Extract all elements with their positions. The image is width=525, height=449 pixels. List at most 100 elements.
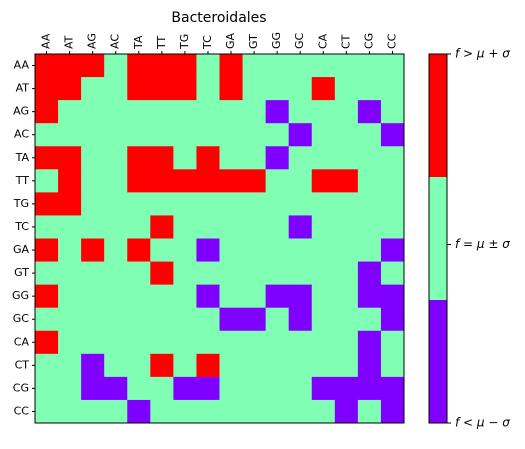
- heatmap-cell-GA-GC: [288, 238, 313, 262]
- heatmap-cell-GT-CA: [311, 261, 336, 286]
- heatmap-cell-TT-TG: [173, 169, 197, 193]
- heatmap-cell-CG-AA: [35, 376, 59, 401]
- heatmap-cell-TG-AA: [35, 192, 59, 216]
- heatmap-cell-GA-TG: [173, 238, 197, 262]
- heatmap-cell-GT-GA: [219, 261, 243, 286]
- y-tick-label: GA: [13, 243, 30, 256]
- heatmap-cell-AA-CT: [334, 54, 359, 78]
- heatmap-cell-TA-TG: [173, 146, 197, 170]
- y-tick-label: TC: [14, 220, 29, 233]
- y-tick-labels: AA AT AG AC TA TT TG TC GA GT GG GC CA CT CG CC: [12, 59, 35, 417]
- colorbar-frame: [428, 53, 448, 424]
- heatmap-cell-CC-TA: [127, 399, 151, 424]
- heatmap-cell-AC-GT: [242, 123, 267, 147]
- heatmap-cell-CA-AC: [104, 330, 128, 355]
- heatmap-cell-GG-GA: [219, 284, 243, 309]
- heatmap-cell-TT-CT: [334, 169, 359, 193]
- heatmap-cell-CA-TG: [173, 330, 197, 355]
- y-tick-label: GG: [12, 289, 29, 302]
- heatmap-cell-CG-CC: [380, 376, 405, 401]
- heatmap-cell-GA-CA: [311, 238, 336, 262]
- heatmap-cell-TA-CT: [334, 146, 359, 170]
- heatmap-cell-CT-CG: [357, 353, 382, 378]
- heatmap-cell-CG-GT: [242, 376, 267, 401]
- y-tick-label: AG: [13, 105, 29, 118]
- heatmap-cell-TA-CG: [357, 146, 382, 170]
- heatmap-cell-CT-TT: [150, 353, 174, 378]
- heatmap-cell-AT-TC: [196, 77, 220, 101]
- heatmap-cell-CA-CC: [380, 330, 405, 355]
- x-tick-label: CA: [316, 33, 329, 49]
- heatmap-cell-TC-AG: [81, 215, 105, 239]
- heatmap-cell-TC-GG: [265, 215, 290, 239]
- heatmap-cell-AT-GA: [219, 77, 243, 101]
- x-tick-labels: AA AT AG AC TA TT TG TC GA GT GG GC CA CT CG CC: [40, 32, 398, 54]
- heatmap-cell-AC-AG: [81, 123, 105, 147]
- heatmap-cell-GC-AG: [81, 307, 105, 332]
- heatmap-cell-TG-CG: [357, 192, 382, 216]
- heatmap-cell-AG-AA: [35, 100, 59, 124]
- x-tick-label: AG: [86, 33, 99, 49]
- heatmap-cell-GC-GC: [288, 307, 313, 332]
- heatmap-cell-GG-TC: [196, 284, 220, 309]
- heatmap-cell-CG-GG: [265, 376, 290, 401]
- heatmap-cell-GT-CT: [334, 261, 359, 286]
- heatmap-cell-AG-CT: [334, 100, 359, 124]
- heatmap-cell-TA-GG: [265, 146, 290, 170]
- heatmap-cell-TC-AC: [104, 215, 128, 239]
- heatmap-cell-GA-CG: [357, 238, 382, 262]
- x-tick-label: GA: [224, 32, 237, 49]
- heatmap-cell-TC-AT: [58, 215, 82, 239]
- y-tick-label: CC: [14, 404, 30, 417]
- heatmap-cell-TC-AA: [35, 215, 59, 239]
- heatmap-cell-TC-GT: [242, 215, 267, 239]
- heatmap-cell-GC-AC: [104, 307, 128, 332]
- x-tick-label: TT: [155, 35, 168, 50]
- heatmap-cell-TT-GC: [288, 169, 313, 193]
- colorbar-label-high: f > μ + σ: [455, 47, 510, 61]
- heatmap-cell-GG-AA: [35, 284, 59, 309]
- y-tick-label: CG: [13, 381, 29, 394]
- heatmap-cell-CA-GC: [288, 330, 313, 355]
- heatmap-cell-CT-TG: [173, 353, 197, 378]
- heatmap-cell-GC-TC: [196, 307, 220, 332]
- colorbar: f > μ + σ f = μ ± σ f < μ − σ: [428, 47, 510, 430]
- heatmap-cell-GC-CC: [380, 307, 405, 332]
- heatmap-cell-AT-GT: [242, 77, 267, 101]
- heatmap-cell-AT-TA: [127, 77, 151, 101]
- heatmap-cell-TT-GG: [265, 169, 290, 193]
- heatmap-cell-GA-AA: [35, 238, 59, 262]
- heatmap-cell-TA-TT: [150, 146, 174, 170]
- heatmap-cell-GC-GA: [219, 307, 243, 332]
- heatmap-cell-TA-GC: [288, 146, 313, 170]
- heatmap-cell-CA-AA: [35, 330, 59, 355]
- heatmap-cell-AC-TC: [196, 123, 220, 147]
- heatmap-cell-AA-GG: [265, 54, 290, 78]
- y-tick-label: AA: [14, 59, 30, 72]
- heatmap-cell-GT-AA: [35, 261, 59, 286]
- heatmap-cell-AG-GA: [219, 100, 243, 124]
- heatmap-cell-TG-AC: [104, 192, 128, 216]
- heatmap-cell-AT-GC: [288, 77, 313, 101]
- heatmap-cell-CT-TC: [196, 353, 220, 378]
- heatmap-cell-CC-GG: [265, 399, 290, 424]
- heatmap-cell-TA-CA: [311, 146, 336, 170]
- heatmap-cell-TG-CA: [311, 192, 336, 216]
- heatmap-cell-TG-GA: [219, 192, 243, 216]
- heatmap-cell-TT-AC: [104, 169, 128, 193]
- heatmap-cell-AA-GA: [219, 54, 243, 78]
- colorbar-label-mid: f = μ ± σ: [455, 237, 510, 251]
- heatmap-cell-CA-GA: [219, 330, 243, 355]
- heatmap-cell-CT-CC: [380, 353, 405, 378]
- heatmap-cell-CC-CC: [380, 399, 405, 424]
- heatmap-cell-CG-CT: [334, 376, 359, 401]
- heatmap-cell-GG-CG: [357, 284, 382, 309]
- y-tick-label: CA: [14, 335, 30, 348]
- y-tick-label: GC: [13, 312, 30, 325]
- heatmap-cell-TG-GC: [288, 192, 313, 216]
- heatmap-cell-CC-GC: [288, 399, 313, 424]
- x-tick-label: CC: [385, 33, 398, 49]
- chart-title: Bacteroidales: [171, 10, 266, 26]
